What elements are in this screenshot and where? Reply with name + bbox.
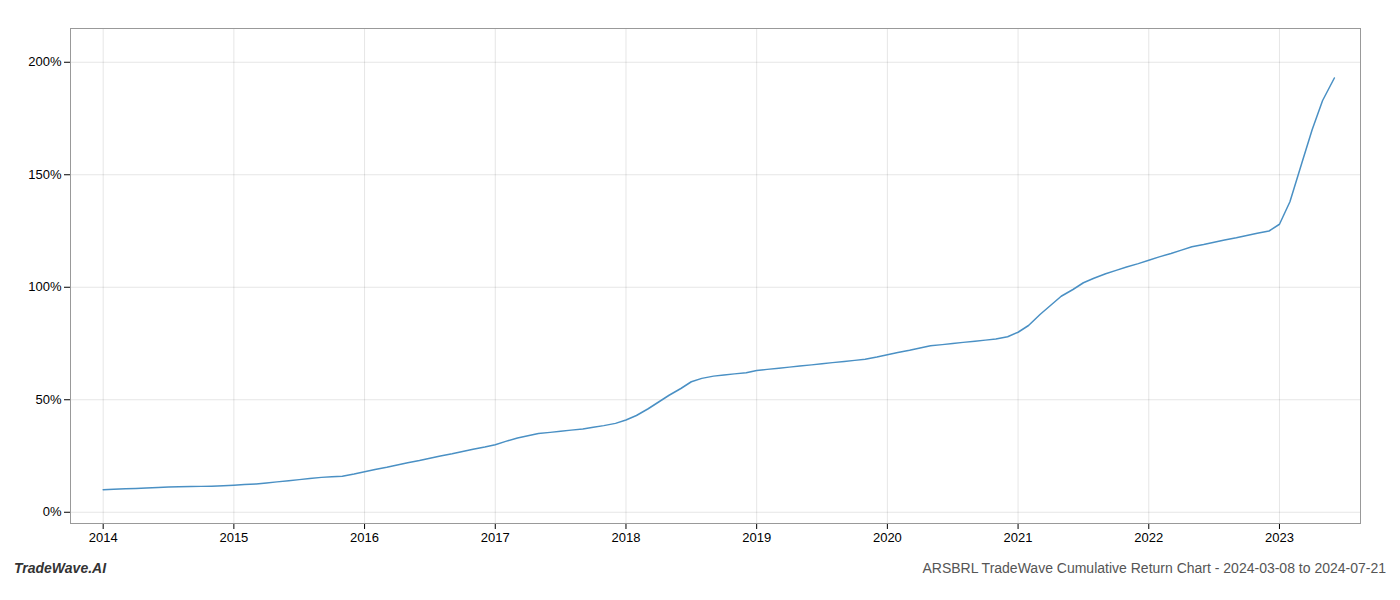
- svg-text:2015: 2015: [219, 530, 248, 545]
- html-text:ARSBRL TradeWave Cumulative Re: ARSBRL TradeWave Cumulative Return Chart…: [922, 560, 1386, 576]
- svg-text:2020: 2020: [873, 530, 902, 545]
- svg-text:2019: 2019: [742, 530, 771, 545]
- svg-text:0%: 0%: [43, 504, 62, 519]
- svg-text:50%: 50%: [35, 392, 61, 407]
- html-text:TradeWave.AI: TradeWave.AI: [14, 560, 107, 576]
- svg-text:2017: 2017: [481, 530, 510, 545]
- svg-text:2021: 2021: [1004, 530, 1033, 545]
- svg-text:150%: 150%: [28, 167, 62, 182]
- svg-text:100%: 100%: [28, 279, 62, 294]
- svg-text:2018: 2018: [612, 530, 641, 545]
- svg-text:2016: 2016: [350, 530, 379, 545]
- svg-text:2014: 2014: [89, 530, 118, 545]
- svg-text:2023: 2023: [1265, 530, 1294, 545]
- svg-text:2022: 2022: [1134, 530, 1163, 545]
- svg-text:200%: 200%: [28, 54, 62, 69]
